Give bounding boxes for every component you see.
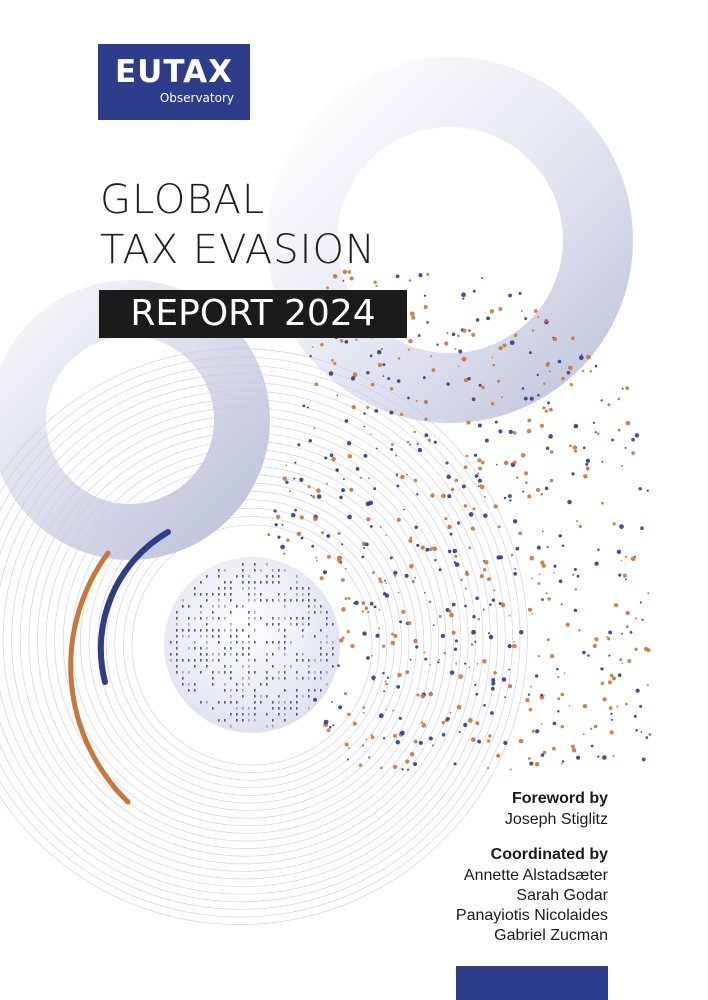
coordinated-heading: Coordinated by: [490, 846, 608, 863]
data-dots: [267, 269, 652, 771]
title-line-1: GLOBAL: [100, 177, 266, 223]
title-line-2: TAX EVASION: [100, 227, 376, 273]
coordinator-name: Gabriel Zucman: [494, 927, 608, 944]
globe: [164, 557, 340, 733]
logo-subtitle: Observatory: [159, 91, 234, 105]
foreword-heading: Foreword by: [511, 790, 608, 807]
coordinator-name: Panayiotis Nicolaides: [455, 907, 608, 924]
logo-wordmark: EUTAX: [115, 54, 233, 90]
eutax-logo: EUTAX Observatory: [98, 44, 250, 120]
orange-arc: [68, 550, 131, 805]
credits-block: Foreword by Joseph Stiglitz Coordinated …: [456, 788, 608, 946]
bottom-accent-bar: [456, 966, 608, 1000]
coordinator-name: Annette Alstadsæter: [463, 867, 608, 884]
navy-arc: [97, 529, 171, 685]
foreword-name: Joseph Stiglitz: [504, 811, 608, 828]
coordinator-name: Sarah Godar: [516, 887, 608, 904]
title-line-3: REPORT 2024: [99, 290, 407, 338]
